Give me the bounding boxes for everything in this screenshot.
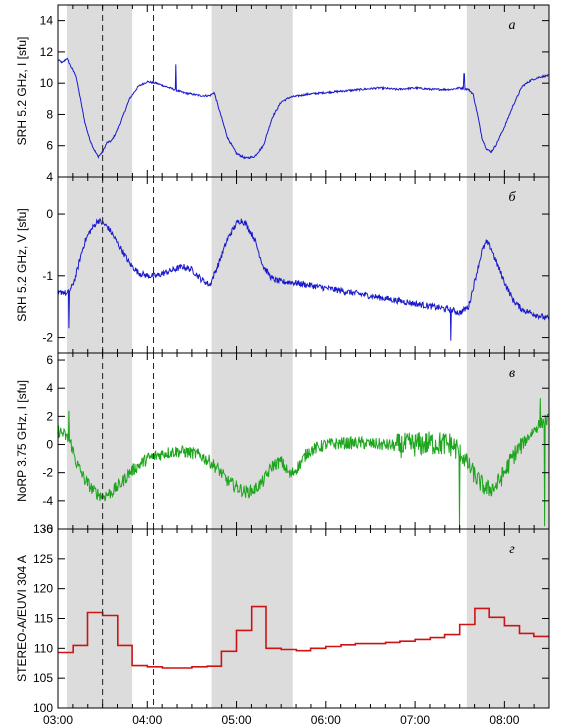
y-tick-label: 0 — [46, 207, 53, 221]
y-tick-label: 10 — [40, 76, 54, 90]
shaded-interval — [466, 177, 549, 353]
y-tick-label: 6 — [46, 353, 53, 367]
y-tick-label: 8 — [46, 107, 53, 121]
y-tick-label: 100 — [33, 701, 53, 715]
y-tick-label: 4 — [46, 381, 53, 395]
y-axis-label: SRH 5.2 GHz, V [sfu] — [15, 208, 29, 321]
y-tick-label: 120 — [33, 582, 53, 596]
data-curve — [57, 57, 550, 160]
data-curve — [57, 217, 550, 341]
shaded-interval — [466, 353, 549, 529]
y-tick-label: 115 — [34, 612, 53, 626]
panel-b: -2 -1 0 SRH 5.2 GHz, V [sfu] б — [15, 176, 550, 354]
shaded-interval — [466, 529, 549, 708]
y-tick-label: 130 — [33, 522, 53, 536]
x-tick-label: 08:00 — [489, 713, 519, 726]
shaded-interval — [66, 177, 133, 353]
y-tick-label: -2 — [42, 466, 53, 480]
y-tick-label: 12 — [40, 45, 54, 59]
panel-letter: г — [509, 542, 515, 557]
panel-a: 4 6 8 10 12 14 SRH 5.2 GHz, I [sfu] а — [15, 4, 550, 184]
x-tick-label: 06:00 — [311, 713, 341, 726]
shaded-interval — [211, 177, 293, 353]
y-axis-label: STEREO-A/EUVI 304 A — [15, 555, 29, 682]
shaded-interval — [66, 353, 133, 529]
panel-letter: б — [508, 190, 516, 205]
shaded-interval — [466, 5, 549, 177]
y-tick-label: 2 — [46, 409, 53, 423]
x-tick-label: 04:00 — [132, 713, 162, 726]
shaded-interval — [211, 353, 293, 529]
panel-g: 100 105 110 115 120 125 130 STEREO-A/EUVI 304 A… — [15, 522, 550, 726]
x-tick-label: 07:00 — [400, 713, 430, 726]
y-tick-label: -4 — [42, 494, 53, 508]
y-axis-label: SRH 5.2 GHz, I [sfu] — [15, 37, 29, 146]
y-tick-label: 14 — [40, 14, 54, 28]
shaded-interval — [66, 5, 133, 177]
y-tick-label: -2 — [42, 331, 53, 345]
y-tick-label: 110 — [34, 641, 53, 655]
x-tick-label: 03:00 — [43, 713, 73, 726]
y-tick-label: 105 — [33, 671, 53, 685]
y-tick-label: -6 — [42, 522, 53, 536]
y-tick-label: 6 — [46, 139, 53, 153]
y-tick-label: 4 — [46, 170, 53, 184]
panel-letter: в — [509, 366, 515, 381]
panel-v: -6 -4 -2 0 2 4 6 NoRP 3.75 GHz, I [sfu] в — [15, 352, 550, 536]
y-axis-label: NoRP 3.75 GHz, I [sfu] — [15, 380, 29, 502]
y-tick-label: -1 — [42, 269, 53, 283]
shaded-interval — [66, 529, 133, 708]
data-curve — [57, 398, 550, 530]
step-curve — [58, 605, 549, 669]
y-tick-label: 125 — [33, 552, 53, 566]
panel-letter: а — [509, 18, 516, 33]
x-tick-label: 05:00 — [222, 713, 252, 726]
y-tick-label: 0 — [46, 438, 53, 452]
shaded-interval — [211, 5, 293, 177]
